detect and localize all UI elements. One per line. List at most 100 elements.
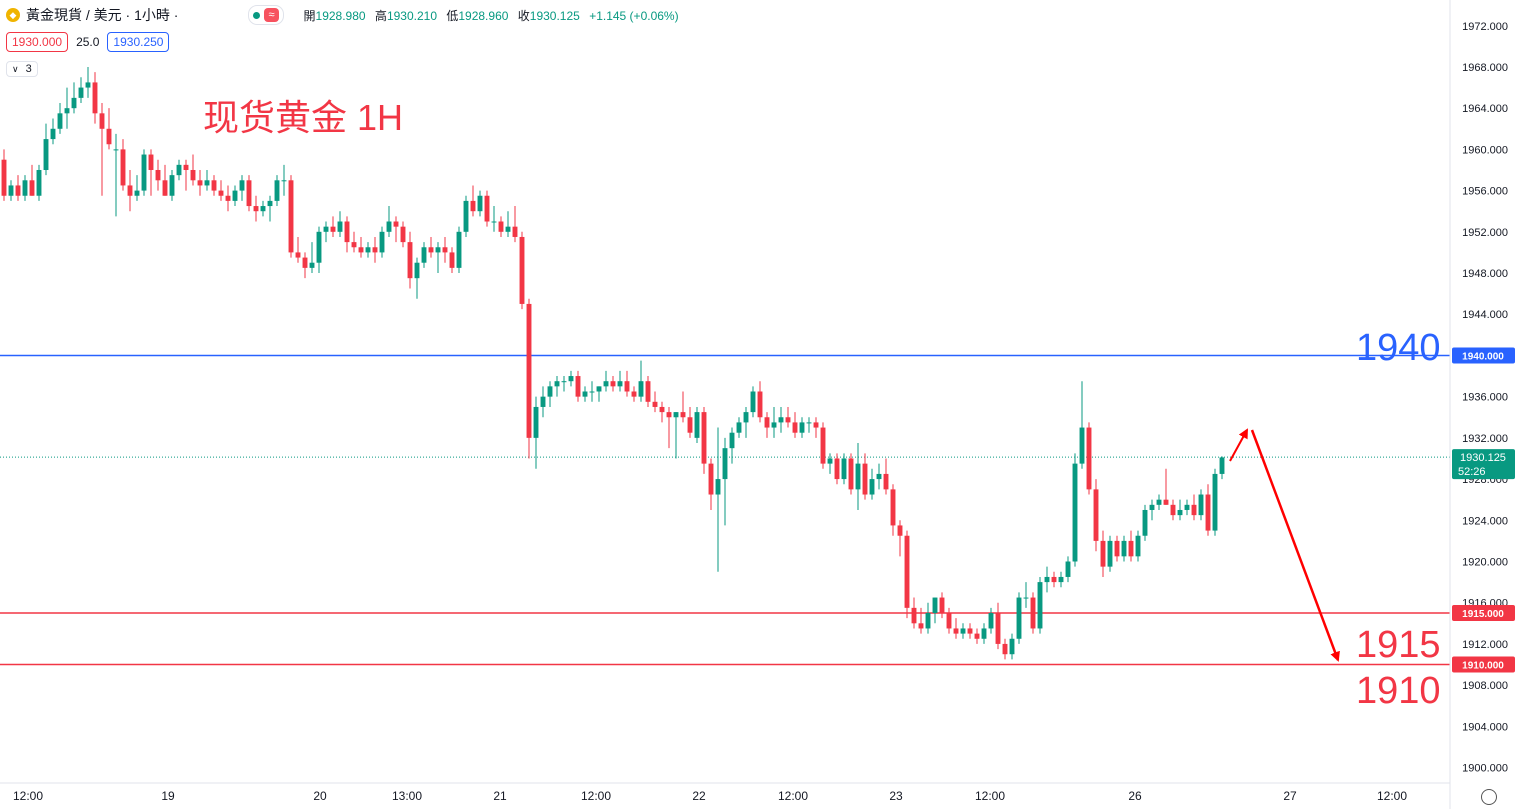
candle [1198,489,1204,521]
candle-body [1002,643,1008,655]
candle [1156,494,1162,510]
candle [540,386,546,418]
candle-body [764,417,770,428]
x-tick-label: 19 [161,789,175,803]
candle-body [127,185,133,196]
x-tick-label: 20 [313,789,327,803]
x-tick-label: 12:00 [778,789,808,803]
sell-button[interactable]: 1930.000 [6,32,69,52]
candle [204,169,210,191]
candle [435,242,441,274]
x-tick-label: 12:00 [975,789,1005,803]
candle-body [638,381,644,397]
candle [1009,633,1015,660]
y-tick-label: 1964.000 [1462,103,1508,115]
chart-title-annotation: 现货黄金 1H [203,97,403,138]
candle [512,206,518,243]
candle-body [316,231,322,263]
candle [281,164,287,196]
candle-body [302,257,308,268]
candle-body [1219,457,1225,474]
candle-body [1079,427,1085,464]
candle [393,216,399,243]
candle-body [862,463,868,495]
y-tick-label: 1932.000 [1462,433,1508,445]
candle-body [624,381,630,392]
candle-body [897,525,903,536]
candle [799,417,805,438]
candle-body [932,597,938,614]
candle-body [267,200,273,207]
candle-body [981,628,987,639]
candle [253,195,259,222]
candle [582,386,588,402]
candle-body [631,391,637,397]
candle [855,443,861,510]
candle [50,118,56,145]
candle [1023,582,1029,608]
candle-body [414,262,420,279]
indicators-toggle[interactable]: ∨ 3 [6,61,38,77]
candle-body [1191,504,1197,516]
candle [939,592,945,619]
symbol-title[interactable]: 黃金現貨 / 美元 · 1小時 · [26,7,179,23]
candle-body [505,226,511,232]
candle [708,458,714,510]
candle [1114,535,1120,562]
x-tick-label: 22 [692,789,706,803]
candle [848,453,854,495]
status-pill[interactable]: ≈ [248,5,284,25]
candle [351,231,357,253]
candle-body [99,113,105,129]
candle-body [736,422,742,433]
buy-button[interactable]: 1930.250 [107,32,170,52]
candle-body [918,623,924,629]
candle [78,77,84,104]
candle-body [1086,427,1092,490]
candle [1044,566,1050,593]
candle [841,453,847,485]
candle-body [610,381,616,387]
last-price-tag [1452,449,1515,480]
candle [701,406,707,474]
candle-body [379,231,385,253]
level-1940-annotation: 1940 [1356,327,1441,369]
candle-body [211,180,217,191]
candle-body [792,422,798,433]
y-tick-label: 1960.000 [1462,144,1508,156]
candle [750,386,756,418]
down-arrow [1250,429,1340,662]
horizontal-levels [0,354,1450,666]
candle [1177,499,1183,521]
y-tick-label: 1972.000 [1462,21,1508,33]
candle [1184,499,1190,516]
candle-body [15,185,21,196]
candle-body [407,242,413,279]
candle-body [561,381,567,383]
candle [645,376,651,407]
candle [260,200,266,217]
candle [407,231,413,289]
countdown-label: 52:26 [1458,466,1486,478]
candle-body [162,180,168,196]
x-tick-label: 23 [889,789,903,803]
candle [505,211,511,237]
candle [197,169,203,196]
candle-body [540,396,546,407]
candle-body [337,221,343,232]
candle [337,211,343,237]
candle-body [1184,504,1190,510]
candle [190,154,196,186]
candle-body [309,262,315,268]
candle-body [890,489,896,526]
gear-icon[interactable] [1481,789,1497,805]
candle [134,175,140,201]
candle [1051,571,1057,588]
candle-body [106,128,112,145]
candle [442,236,448,263]
candle-body [708,463,714,495]
candle-body [1156,499,1162,505]
candle [386,206,392,237]
